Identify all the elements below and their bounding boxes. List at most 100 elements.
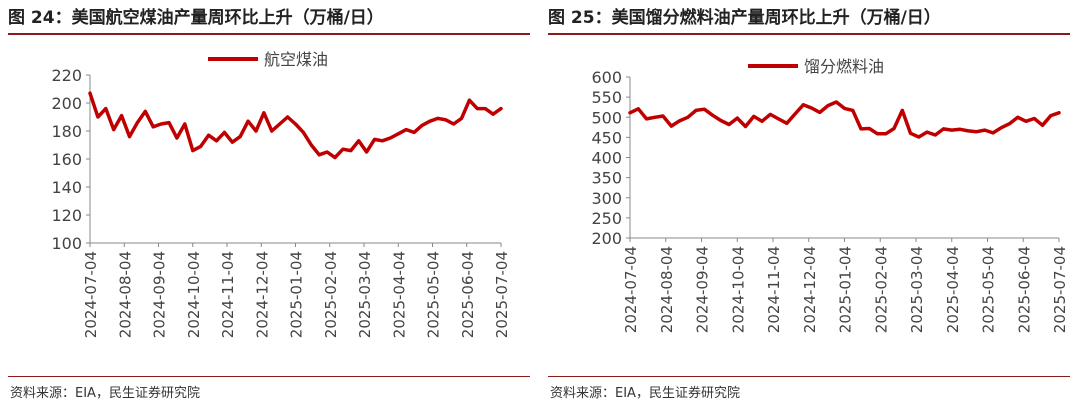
x-tick-label: 2024-10-04: [185, 251, 203, 338]
data-point: [810, 106, 813, 110]
x-tick-label: 2025-04-04: [390, 251, 408, 338]
data-point: [727, 123, 731, 126]
data-point: [270, 129, 274, 133]
data-point: [159, 122, 163, 126]
data-point: [1032, 117, 1036, 120]
data-point: [768, 112, 772, 116]
x-tick-label: 2025-05-04: [425, 251, 443, 338]
x-tick-label: 2025-02-04: [322, 251, 340, 338]
source-note: 资料来源：EIA，民生证券研究院: [10, 386, 200, 401]
data-point: [349, 149, 353, 153]
data-point: [357, 139, 361, 143]
data-point: [752, 114, 756, 118]
chart-panel-distillate: 图 25：美国馏分燃料油产量周环比上升（万桶/日） 200 250 300 350 40…: [548, 0, 1078, 407]
data-point: [428, 119, 432, 123]
data-point: [892, 127, 896, 130]
data-point: [801, 103, 805, 107]
data-point: [1008, 122, 1011, 126]
data-point: [942, 127, 945, 131]
x-tick-label: 2025-02-04: [872, 246, 890, 333]
data-point: [467, 98, 471, 102]
data-point: [120, 114, 124, 118]
data-point: [719, 119, 723, 122]
chart-title: 图 25：美国馏分燃料油产量周环比上升（万桶/日）: [548, 8, 941, 28]
y-tick-label: 140: [51, 178, 82, 197]
data-point: [452, 122, 456, 126]
y-tick-label: 120: [51, 206, 82, 225]
x-tick-label: 2025-03-04: [908, 246, 926, 333]
data-point: [294, 122, 297, 126]
y-tick-label: 300: [591, 189, 622, 208]
data-point: [88, 91, 92, 95]
legend-label: 航空煤油: [264, 50, 328, 69]
data-point: [215, 139, 218, 143]
y-tick-label: 400: [591, 149, 622, 168]
data-point: [867, 127, 871, 130]
data-point: [309, 143, 313, 147]
x-tick-label: 2024-09-04: [694, 246, 712, 333]
data-point: [669, 124, 673, 128]
x-tick-label: 2024-10-04: [729, 246, 747, 333]
data-point: [966, 129, 970, 133]
data-point: [112, 128, 116, 132]
data-point: [254, 129, 258, 133]
data-point: [207, 133, 211, 137]
data-point: [818, 110, 822, 114]
chart-panel-jet-fuel: 图 24：美国航空煤油产量周环比上升（万桶/日） 100 120 140 160 180…: [8, 0, 538, 407]
data-point: [653, 115, 657, 119]
data-point: [151, 125, 155, 129]
data-point: [744, 125, 747, 128]
data-point: [785, 121, 789, 125]
data-point: [230, 140, 234, 144]
data-point: [191, 149, 195, 153]
data-point: [843, 106, 846, 110]
x-tick-label: 2025-07-04: [1051, 246, 1069, 333]
y-tick-label: 100: [51, 234, 82, 253]
data-point: [286, 115, 290, 119]
data-point: [826, 104, 830, 108]
data-point: [991, 131, 995, 135]
data-point: [975, 130, 978, 134]
data-point: [917, 135, 921, 139]
y-tick-label: 550: [591, 88, 622, 107]
x-tick-label: 2025-06-04: [459, 251, 477, 338]
y-tick-label: 600: [591, 68, 622, 87]
data-point: [834, 100, 838, 104]
data-point: [859, 127, 863, 131]
y-tick-label: 250: [591, 209, 622, 228]
data-point: [262, 111, 266, 115]
data-point: [628, 111, 632, 115]
chart-title: 图 24：美国航空煤油产量周环比上升（万桶/日）: [8, 8, 384, 28]
data-point: [238, 135, 242, 139]
data-point: [104, 107, 108, 111]
data-point: [1016, 115, 1020, 119]
y-tick-label: 200: [591, 229, 622, 248]
y-tick-label: 350: [591, 169, 622, 188]
x-tick-label: 2025-05-04: [980, 246, 998, 333]
data-point: [958, 127, 962, 131]
data-point: [373, 137, 376, 141]
x-tick-label: 2024-07-04: [622, 246, 640, 333]
data-point: [135, 121, 139, 125]
x-tick-label: 2025-03-04: [356, 251, 374, 338]
source-note: 资料来源：EIA，民生证券研究院: [550, 386, 740, 401]
data-point: [412, 130, 416, 134]
data-point: [325, 150, 329, 154]
title-rule: [548, 33, 1070, 35]
data-point: [925, 130, 929, 134]
data-point: [128, 135, 131, 139]
data-point: [380, 139, 384, 143]
data-point: [678, 119, 681, 123]
data-point: [96, 115, 100, 119]
data-point: [143, 109, 147, 113]
data-point: [301, 130, 305, 134]
data-point: [175, 136, 179, 140]
data-point: [876, 132, 879, 136]
data-point: [444, 118, 448, 122]
x-tick-label: 2024-07-04: [82, 251, 100, 338]
legend-label: 馏分燃料油: [804, 57, 884, 76]
x-tick-label: 2024-09-04: [151, 251, 169, 338]
data-point: [460, 116, 463, 120]
data-point: [341, 147, 345, 151]
data-point: [1057, 111, 1061, 115]
